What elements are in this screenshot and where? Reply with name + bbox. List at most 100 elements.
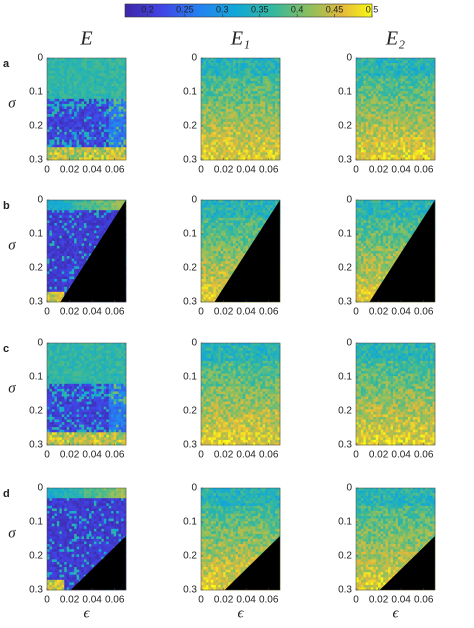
heatmap-cell [236, 155, 239, 158]
heatmap-cell [74, 233, 77, 236]
heatmap-cell [47, 78, 50, 81]
heatmap-cell [410, 150, 413, 153]
heatmap-cell [74, 261, 77, 264]
heatmap-cell [418, 106, 421, 109]
heatmap-cell [430, 142, 433, 145]
heatmap-cell [47, 152, 50, 155]
heatmap-cell [408, 91, 411, 94]
heatmap-cell [378, 71, 381, 74]
heatmap-cell [94, 106, 97, 109]
heatmap-cell [49, 150, 52, 153]
heatmap-cell [241, 68, 244, 71]
heatmap-cell [253, 135, 256, 138]
heatmap-cell [243, 84, 246, 87]
heatmap-cell [363, 94, 366, 97]
heatmap-cell [57, 215, 60, 218]
heatmap-cell [258, 127, 261, 130]
heatmap-cell [398, 84, 401, 87]
heatmap-cell [109, 220, 112, 223]
heatmap-cell [253, 76, 256, 79]
heatmap-cell [116, 142, 119, 145]
heatmap-cell [59, 91, 62, 94]
heatmap-cell [69, 122, 72, 125]
heatmap-cell [79, 71, 82, 74]
heatmap-cell [358, 73, 361, 76]
heatmap-cell [87, 251, 90, 254]
heatmap-cell [72, 236, 75, 239]
heatmap-cell [57, 269, 60, 272]
heatmap-cell [371, 86, 374, 89]
heatmap-cell [47, 119, 50, 122]
heatmap-cell [241, 101, 244, 104]
heatmap-cell [77, 66, 80, 69]
heatmap-cell [64, 271, 67, 274]
heatmap-cell [241, 127, 244, 130]
heatmap-cell [104, 76, 107, 79]
heatmap-cell [121, 119, 124, 122]
heatmap-cell [79, 243, 82, 246]
heatmap-cell [84, 132, 87, 135]
heatmap-cell [47, 215, 50, 218]
heatmap-cell [203, 84, 206, 87]
heatmap-cell [203, 106, 206, 109]
heatmap-cell [47, 91, 50, 94]
heatmap-cell [378, 86, 381, 89]
heatmap-cell [57, 284, 60, 287]
heatmap-cell [47, 73, 50, 76]
heatmap-cell [403, 71, 406, 74]
heatmap-cell [221, 101, 224, 104]
heatmap-cell [273, 81, 276, 84]
heatmap-cell [74, 266, 77, 269]
heatmap-cell [268, 78, 271, 81]
heatmap-cell [109, 119, 112, 122]
heatmap-cell [89, 101, 92, 104]
heatmap-cell [253, 137, 256, 140]
heatmap-cell [413, 84, 416, 87]
heatmap-cell [77, 81, 80, 84]
heatmap-cell [410, 68, 413, 71]
heatmap-cell [77, 86, 80, 89]
heatmap-cell [69, 61, 72, 64]
heatmap-cell [208, 140, 211, 143]
heatmap-cell [89, 137, 92, 140]
heatmap-cell [57, 203, 60, 206]
heatmap-cell [228, 73, 231, 76]
heatmap-cell [391, 68, 394, 71]
heatmap-cell [69, 205, 72, 208]
heatmap-cell [206, 66, 209, 69]
heatmap-cell [223, 63, 226, 66]
heatmap-cell [245, 58, 248, 61]
heatmap-cell [49, 129, 52, 132]
heatmap-cell [106, 106, 109, 109]
heatmap-cell [79, 142, 82, 145]
heatmap-cell [396, 106, 399, 109]
heatmap-cell [52, 261, 55, 264]
heatmap-cell [236, 78, 239, 81]
heatmap-cell [114, 96, 117, 99]
heatmap-cell [226, 96, 229, 99]
heatmap-cell [57, 279, 60, 282]
heatmap-cell [218, 124, 221, 127]
heatmap-cell [49, 287, 52, 290]
heatmap-cell [425, 124, 428, 127]
heatmap-cell [91, 76, 94, 79]
heatmap-cell [72, 109, 75, 112]
heatmap-cell [356, 99, 359, 102]
heatmap-cell [74, 119, 77, 122]
heatmap-cell [231, 61, 234, 64]
heatmap-cell [208, 91, 211, 94]
heatmap-cell [408, 119, 411, 122]
heatmap-cell [72, 266, 75, 269]
heatmap-cell [59, 297, 62, 300]
heatmap-cell [428, 61, 431, 64]
heatmap-cell [381, 78, 384, 81]
heatmap-cell [99, 86, 102, 89]
heatmap-cell [206, 84, 209, 87]
heatmap-cell [418, 58, 421, 61]
heatmap-cell [391, 73, 394, 76]
heatmap-cell [57, 109, 60, 112]
heatmap-cell [410, 96, 413, 99]
heatmap-cell [388, 68, 391, 71]
heatmap-cell [231, 84, 234, 87]
heatmap-cell [238, 155, 241, 158]
